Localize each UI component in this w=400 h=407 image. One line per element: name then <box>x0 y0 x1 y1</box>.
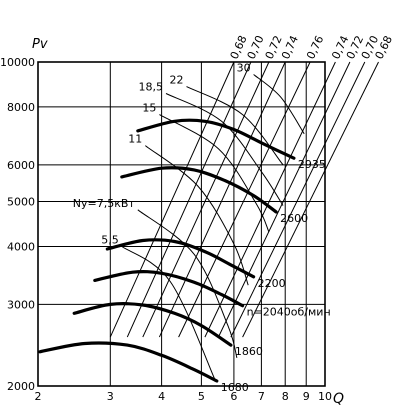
x-axis-label: Q <box>333 391 344 407</box>
efficiency-line <box>158 61 286 338</box>
efficiency-label: 0,76 <box>304 34 326 62</box>
x-tick-label: 6 <box>230 390 237 403</box>
efficiency-line <box>217 61 351 338</box>
power-line <box>144 145 249 286</box>
power-lines <box>121 74 305 381</box>
power-label: 11 <box>128 133 142 146</box>
speed-label: 1860 <box>235 345 263 358</box>
y-tick-label: 2000 <box>7 380 35 393</box>
power-label: 15 <box>142 102 156 115</box>
power-line <box>165 93 284 206</box>
speed-label: 2935 <box>298 158 326 171</box>
y-tick-label: 4000 <box>7 241 35 254</box>
speed-label: n=2040об/мин <box>247 306 331 319</box>
y-axis-label: Pv <box>32 37 48 52</box>
speed-curve <box>38 341 219 383</box>
power-line <box>186 86 284 166</box>
power-label: 18,5 <box>139 81 164 94</box>
efficiency-line <box>109 61 235 338</box>
x-tick-label: 7 <box>258 390 265 403</box>
power-line <box>253 74 305 135</box>
power-line <box>121 246 216 381</box>
speed-curve <box>136 118 296 160</box>
tick-labels: 2 3 4 5 6 7 8 9 10 2000 3000 4000 5000 6000 8000 10000 <box>0 56 332 403</box>
speed-label: 2600 <box>280 212 308 225</box>
efficiency-line <box>242 61 379 338</box>
efficiency-line <box>204 61 336 338</box>
power-label: Ny=7,5кВт <box>73 197 136 210</box>
speed-curve <box>72 302 233 347</box>
x-tick-label: 4 <box>158 390 165 403</box>
power-line <box>159 114 270 233</box>
efficiency-label: 0,74 <box>279 34 301 62</box>
efficiency-line <box>230 61 366 338</box>
power-label: 5,5 <box>101 234 119 247</box>
y-tick-label: 3000 <box>7 298 35 311</box>
efficiency-line <box>126 61 252 338</box>
speed-curves <box>38 118 296 383</box>
y-tick-label: 8000 <box>7 101 35 114</box>
y-tick-label: 6000 <box>7 159 35 172</box>
efficiency-lines <box>109 61 379 338</box>
power-label: 22 <box>170 74 184 87</box>
speed-curve <box>105 238 256 279</box>
x-tick-label: 2 <box>35 390 42 403</box>
power-label: 30 <box>237 62 251 75</box>
speed-label: 1680 <box>221 381 249 394</box>
speed-curve <box>120 166 278 214</box>
grid <box>37 61 326 387</box>
x-tick-label: 5 <box>198 390 205 403</box>
x-tick-label: 8 <box>282 390 289 403</box>
speed-curve <box>93 269 245 308</box>
y-tick-label: 10000 <box>0 56 35 69</box>
speed-label: 2200 <box>258 277 286 290</box>
x-tick-label: 9 <box>303 390 310 403</box>
x-tick-label: 10 <box>318 390 332 403</box>
power-line <box>137 209 238 359</box>
y-tick-label: 5000 <box>7 196 35 209</box>
efficiency-line <box>142 61 270 338</box>
x-tick-label: 3 <box>107 390 114 403</box>
efficiency-line <box>178 61 311 338</box>
